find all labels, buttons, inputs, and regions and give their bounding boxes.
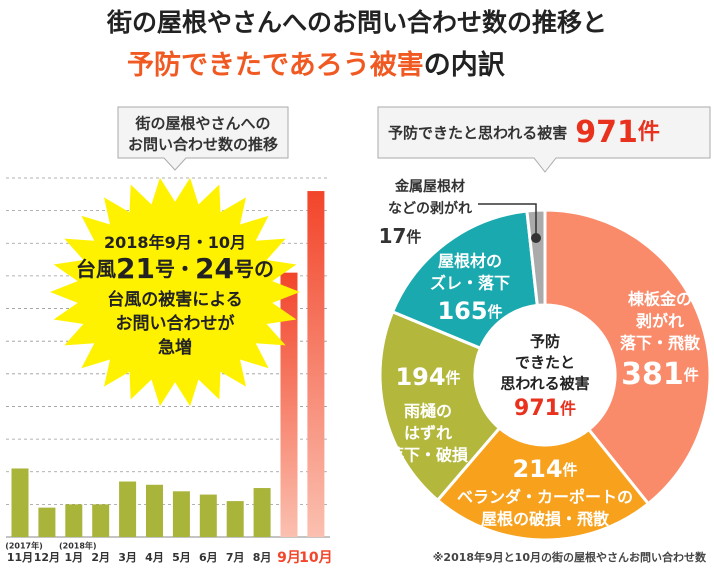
value-unit: 件 — [488, 303, 503, 321]
bar-chart-title: 街の屋根やさんへの — [134, 115, 270, 133]
pie-value-label: 194件 — [395, 363, 460, 391]
annotation-text: 21 — [116, 252, 155, 285]
pie-center-total: 971件 — [514, 396, 576, 421]
pie-callout — [377, 106, 711, 173]
pie-slice — [525, 208, 547, 308]
x-tick-label: 2月 — [91, 551, 110, 564]
pie-center-text: 予防 — [530, 333, 560, 351]
pie-label: はずれ — [404, 424, 452, 443]
bar — [280, 272, 298, 537]
x-tick-label: 11月 — [7, 551, 33, 564]
annotation-line: 急増 — [158, 337, 192, 358]
pie-center-text: 思われる被害 — [500, 375, 589, 393]
bar-callout — [117, 106, 289, 171]
annotation-text: 急増 — [158, 337, 192, 358]
pie-header: 予防できたと思われる被害 971件 — [388, 115, 660, 150]
x-tick-note: (2018年) — [59, 541, 97, 551]
pie-label: 落下・飛散 — [620, 334, 701, 353]
x-tick-label: 8月 — [253, 551, 272, 564]
pie-value-label: 214件 — [512, 455, 577, 483]
x-tick-label: 6月 — [199, 551, 218, 564]
pie-label: ズレ・落下 — [430, 274, 510, 293]
bar — [226, 501, 244, 537]
value-unit: 件 — [406, 228, 421, 246]
bar — [92, 504, 110, 537]
title: 街の屋根やさんへのお問い合わせ数の推移と — [106, 8, 607, 37]
pie-label: 雨樋の — [404, 402, 452, 421]
pie-value-label: 17件 — [379, 224, 422, 248]
pie-hole — [476, 306, 614, 444]
pie-note: ※2018年9月と10月の街の屋根やさんお問い合わせ数 — [433, 550, 707, 564]
x-tick-label: 4月 — [145, 551, 164, 564]
pie-header-total: 971件 — [575, 115, 660, 150]
bar — [65, 504, 83, 537]
bar — [146, 484, 163, 537]
x-tick-label: 1月 — [64, 551, 83, 564]
annotation-text: 台風 — [76, 257, 116, 281]
annotation-text: 号・ — [155, 257, 195, 281]
annotation-text: 24 — [195, 252, 234, 285]
bar — [199, 494, 217, 537]
pie-slice — [435, 426, 651, 542]
x-tick-label: 7月 — [226, 551, 245, 564]
pie-label: 金属屋根材 — [394, 178, 465, 195]
value-unit: 件 — [684, 366, 699, 384]
value-digits: 17 — [379, 224, 407, 248]
bar — [307, 191, 325, 537]
pie-header-text: 予防できたと思われる被害 — [388, 124, 567, 142]
subtitle-highlight: 予防できたであろう被害 — [127, 49, 424, 81]
annotation-line: 台風21号・24号の — [76, 252, 274, 285]
x-tick-label: 3月 — [118, 551, 137, 564]
value-digits: 971 — [514, 396, 560, 421]
subtitle: 予防できたであろう被害の内訳 — [127, 49, 506, 81]
x-tick-label: 9月 — [277, 550, 301, 566]
pie-slice — [543, 208, 712, 506]
pie-slice — [390, 209, 539, 351]
value-unit: 件 — [560, 399, 576, 418]
value-unit: 件 — [638, 120, 660, 145]
pie-value-label: 381件 — [621, 357, 699, 392]
value-digits: 194 — [395, 363, 445, 391]
annotation-text: 号の — [234, 257, 274, 281]
annotation-line: 2018年9月・10月 — [104, 233, 246, 252]
pie-label: などの剥がれ — [388, 200, 472, 217]
x-tick-note: (2017年) — [5, 541, 43, 551]
bar — [38, 507, 56, 537]
annotation-text: 2018年9月・10月 — [104, 233, 246, 252]
bar — [253, 488, 271, 537]
pie-label: 剥がれ — [636, 312, 684, 331]
x-tick-label: 10月 — [299, 550, 332, 566]
leader-dot — [531, 233, 541, 243]
pie-label: 屋根の破損・飛散 — [481, 510, 610, 529]
starburst — [50, 177, 300, 407]
bar — [119, 481, 137, 537]
value-digits: 381 — [621, 357, 684, 392]
x-tick-label: 12月 — [34, 551, 60, 564]
value-digits: 971 — [575, 115, 638, 150]
subtitle-rest: の内訳 — [424, 49, 506, 81]
value-digits: 165 — [437, 297, 487, 325]
pie-label: ベランダ・カーポートの — [457, 488, 633, 507]
annotation-line: お問い合わせが — [116, 313, 235, 334]
annotation-text: 台風の被害による — [107, 289, 243, 310]
bar — [11, 468, 29, 537]
value-unit: 件 — [563, 461, 578, 479]
pie-label: 屋根材の — [438, 252, 502, 271]
pie-center-text: できたと — [515, 354, 575, 372]
x-tick-label: 5月 — [172, 551, 191, 564]
value-unit: 件 — [446, 369, 461, 387]
pie-slice — [378, 309, 502, 503]
pie-label: 棟板金の — [628, 290, 692, 309]
bar — [172, 491, 190, 537]
annotation-line: 台風の被害による — [107, 289, 243, 310]
pie-value-label: 165件 — [437, 297, 502, 325]
bar-chart-title: お問い合わせ数の推移 — [128, 136, 278, 154]
value-digits: 214 — [512, 455, 562, 483]
annotation-text: お問い合わせが — [116, 313, 235, 334]
leader-line — [478, 203, 537, 238]
pie-label: 落下・破損 — [388, 446, 469, 465]
